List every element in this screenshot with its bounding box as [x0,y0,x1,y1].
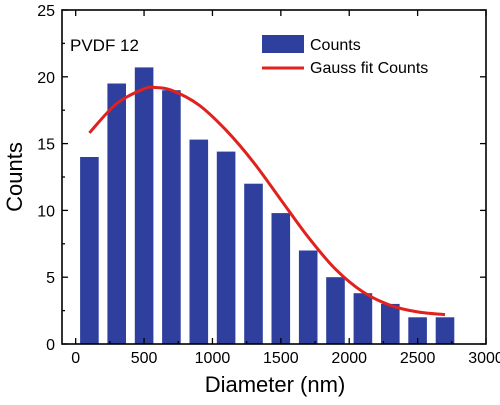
bar-1900 [326,277,345,344]
bars-layer [80,67,455,345]
x-tick-label-3000: 3000 [468,350,500,367]
bar-700 [162,90,181,344]
gauss-fit-line [88,85,446,317]
y-tick-label-20: 20 [37,70,55,87]
bar-1100 [216,151,236,344]
x-axis-title: Diameter (nm) [205,372,346,397]
bar-1700 [298,250,318,344]
ticks-layer: 0 500 1000 1500 2000 2500 3000 0 5 10 15 20 25 [37,3,500,367]
bar-1500 [271,213,291,344]
bar-2100 [353,293,373,344]
x-tick-label-1500: 1500 [263,350,299,367]
y-tick-label-5: 5 [46,270,55,287]
legend-label-counts: Counts [310,37,361,54]
bar-1300 [244,183,263,344]
y-tick-label-0: 0 [46,337,55,354]
x-tick-label-1000: 1000 [195,350,231,367]
bar-300 [107,83,126,344]
y-axis-title: Counts [2,142,27,212]
legend: Counts Gauss fit Counts [262,35,428,77]
bar-2700 [435,317,455,344]
bar-500 [134,67,154,345]
y-tick-label-25: 25 [37,3,55,20]
x-tick-label-500: 500 [131,350,158,367]
bar-900 [189,139,209,344]
bar-2300 [381,303,400,344]
x-tick-label-0: 0 [71,350,80,367]
legend-label-gauss: Gauss fit Counts [310,60,428,77]
legend-swatch-counts [262,35,304,53]
x-tick-label-2000: 2000 [331,350,367,367]
chart-annotation: PVDF 12 [70,36,139,55]
bar-100 [80,157,99,344]
x-tick-label-2500: 2500 [400,350,436,367]
bar-2500 [408,317,427,344]
y-tick-label-10: 10 [37,203,55,220]
y-tick-label-15: 15 [37,137,55,154]
